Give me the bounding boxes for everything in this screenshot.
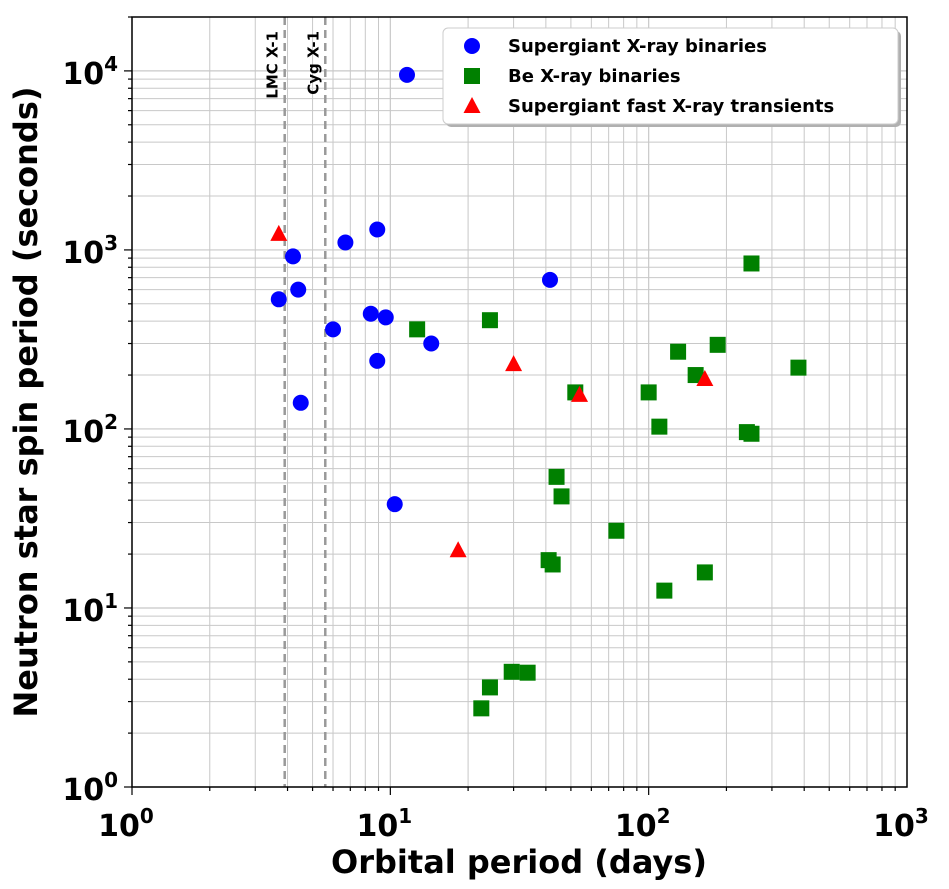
circle-point <box>292 394 309 411</box>
circle-point <box>423 335 440 352</box>
legend-label: Be X-ray binaries <box>508 66 681 87</box>
legend-marker-triangle <box>463 97 481 113</box>
y-tick-base: 10 <box>62 57 104 92</box>
triangle-point <box>449 541 467 558</box>
y-tick-exponent: 2 <box>104 410 118 434</box>
y-tick-exponent: 1 <box>104 589 118 613</box>
y-tick-exponent: 0 <box>104 768 118 792</box>
circle-point <box>362 305 379 322</box>
x-tick-label: 102 <box>615 804 671 844</box>
square-point <box>519 664 536 681</box>
square-point <box>544 556 561 573</box>
y-tick-label: 102 <box>62 410 118 450</box>
x-tick-exponent: 1 <box>398 804 412 828</box>
square-point <box>743 255 760 272</box>
y-tick-base: 10 <box>62 236 104 271</box>
data-points <box>270 66 807 717</box>
y-tick-exponent: 3 <box>104 231 118 255</box>
axis-ticks <box>124 16 896 795</box>
square-point <box>687 367 704 384</box>
triangle-point <box>505 355 523 372</box>
square-point <box>481 679 498 696</box>
y-tick-label: 104 <box>62 52 118 92</box>
square-point <box>640 384 657 401</box>
series-triangle <box>270 224 714 558</box>
circle-point <box>398 66 415 83</box>
circle-point <box>270 291 287 308</box>
triangle-point <box>696 370 714 387</box>
circle-point <box>369 352 386 369</box>
x-tick-base: 10 <box>873 809 915 844</box>
circle-point <box>369 221 386 238</box>
legend: Supergiant X-ray binaries Be X-ray binari… <box>442 27 901 127</box>
circle-point <box>285 248 302 265</box>
y-tick-base: 10 <box>62 415 104 450</box>
x-axis-title: Orbital period (days) <box>331 843 707 881</box>
square-point <box>481 312 498 329</box>
legend-marker-square <box>464 68 480 84</box>
square-point <box>743 425 760 442</box>
circle-point <box>386 496 403 513</box>
grid <box>131 16 907 788</box>
x-tick-exponent: 2 <box>657 804 671 828</box>
x-tick-label: 101 <box>356 804 412 844</box>
reference-lines: LMC X-1 Cyg X-1 <box>264 17 327 787</box>
square-point <box>548 468 565 485</box>
square-point <box>696 564 713 581</box>
circle-point <box>290 281 307 298</box>
circle-point <box>541 271 558 288</box>
square-point <box>670 343 687 360</box>
circle-point <box>337 234 354 251</box>
series-square <box>409 255 807 717</box>
legend-label: Supergiant X-ray binaries <box>508 36 767 57</box>
y-tick-label: 101 <box>62 589 118 629</box>
y-axis-title: Neutron star spin period (seconds) <box>7 86 45 717</box>
x-tick-exponent: 0 <box>140 804 154 828</box>
square-point <box>409 321 426 338</box>
plot-frame <box>131 16 908 788</box>
series-circle <box>270 66 558 513</box>
x-tick-exponent: 3 <box>915 804 929 828</box>
legend-marker-circle <box>464 38 480 54</box>
square-point <box>790 359 807 376</box>
square-point <box>503 663 520 680</box>
legend-label: Supergiant fast X-ray transients <box>508 96 834 117</box>
triangle-point <box>571 385 589 402</box>
y-tick-exponent: 4 <box>104 52 118 76</box>
x-tick-base: 10 <box>356 809 398 844</box>
reference-line-label: LMC X-1 <box>264 31 282 99</box>
x-tick-labels: 100 101 102 103 <box>98 804 929 844</box>
y-tick-label: 100 <box>62 768 118 808</box>
reference-line-label: Cyg X-1 <box>304 31 322 95</box>
x-tick-label: 103 <box>873 804 929 844</box>
circle-point <box>377 309 394 326</box>
legend-box <box>442 27 899 125</box>
square-point <box>709 336 726 353</box>
x-tick-label: 100 <box>98 804 154 844</box>
square-point <box>608 522 625 539</box>
square-point <box>656 582 673 599</box>
y-tick-base: 10 <box>62 773 104 808</box>
circle-point <box>325 321 342 338</box>
y-tick-base: 10 <box>62 594 104 629</box>
square-point <box>553 488 570 505</box>
x-tick-base: 10 <box>615 809 657 844</box>
triangle-point <box>270 224 288 241</box>
square-point <box>651 418 668 435</box>
square-point <box>473 700 490 717</box>
y-tick-label: 103 <box>62 231 118 271</box>
x-tick-base: 10 <box>98 809 140 844</box>
